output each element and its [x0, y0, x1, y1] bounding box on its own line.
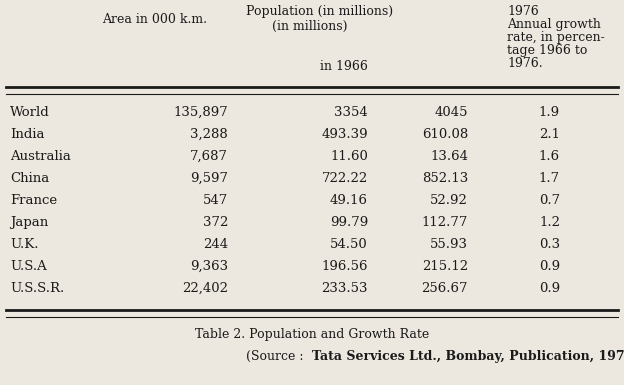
Text: India: India: [10, 128, 44, 141]
Text: (Source :: (Source :: [246, 350, 312, 363]
Text: 547: 547: [203, 194, 228, 207]
Text: 0.3: 0.3: [539, 238, 560, 251]
Text: 52.92: 52.92: [430, 194, 468, 207]
Text: (in millions): (in millions): [272, 20, 348, 33]
Text: World: World: [10, 106, 50, 119]
Text: tage 1966 to: tage 1966 to: [507, 44, 587, 57]
Text: 9,597: 9,597: [190, 172, 228, 185]
Text: China: China: [10, 172, 49, 185]
Text: U.S.S.R.: U.S.S.R.: [10, 282, 64, 295]
Text: 3,288: 3,288: [190, 128, 228, 141]
Text: 22,402: 22,402: [182, 282, 228, 295]
Text: Population (in millions): Population (in millions): [246, 5, 394, 18]
Text: 215.12: 215.12: [422, 260, 468, 273]
Text: 13.64: 13.64: [430, 150, 468, 163]
Text: 722.22: 722.22: [322, 172, 368, 185]
Text: 9,363: 9,363: [190, 260, 228, 273]
Text: Australia: Australia: [10, 150, 71, 163]
Text: 256.67: 256.67: [421, 282, 468, 295]
Text: 493.39: 493.39: [321, 128, 368, 141]
Text: 0.9: 0.9: [539, 260, 560, 273]
Text: rate, in percen-: rate, in percen-: [507, 31, 605, 44]
Text: 49.16: 49.16: [330, 194, 368, 207]
Text: France: France: [10, 194, 57, 207]
Text: 1.7: 1.7: [539, 172, 560, 185]
Text: 0.7: 0.7: [539, 194, 560, 207]
Text: 852.13: 852.13: [422, 172, 468, 185]
Text: 610.08: 610.08: [422, 128, 468, 141]
Text: 54.50: 54.50: [330, 238, 368, 251]
Text: 1.9: 1.9: [539, 106, 560, 119]
Text: 112.77: 112.77: [422, 216, 468, 229]
Text: 1976: 1976: [507, 5, 539, 18]
Text: 1976.: 1976.: [507, 57, 543, 70]
Text: Annual growth: Annual growth: [507, 18, 601, 31]
Text: Table 2. Population and Growth Rate: Table 2. Population and Growth Rate: [195, 328, 429, 341]
Text: Tata Services Ltd., Bombay, Publication, 1978): Tata Services Ltd., Bombay, Publication,…: [312, 350, 624, 363]
Text: 1.6: 1.6: [539, 150, 560, 163]
Text: 4045: 4045: [434, 106, 468, 119]
Text: 372: 372: [203, 216, 228, 229]
Text: Japan: Japan: [10, 216, 48, 229]
Text: 99.79: 99.79: [329, 216, 368, 229]
Text: 196.56: 196.56: [321, 260, 368, 273]
Text: 1.2: 1.2: [539, 216, 560, 229]
Text: U.K.: U.K.: [10, 238, 39, 251]
Text: in 1966: in 1966: [320, 60, 368, 73]
Text: Area in 000 k.m.: Area in 000 k.m.: [102, 13, 208, 26]
Text: 3354: 3354: [334, 106, 368, 119]
Text: U.S.A: U.S.A: [10, 260, 47, 273]
Text: 233.53: 233.53: [321, 282, 368, 295]
Text: 244: 244: [203, 238, 228, 251]
Text: 55.93: 55.93: [430, 238, 468, 251]
Text: 0.9: 0.9: [539, 282, 560, 295]
Text: 135,897: 135,897: [173, 106, 228, 119]
Text: 2.1: 2.1: [539, 128, 560, 141]
Text: 11.60: 11.60: [330, 150, 368, 163]
Text: 7,687: 7,687: [190, 150, 228, 163]
